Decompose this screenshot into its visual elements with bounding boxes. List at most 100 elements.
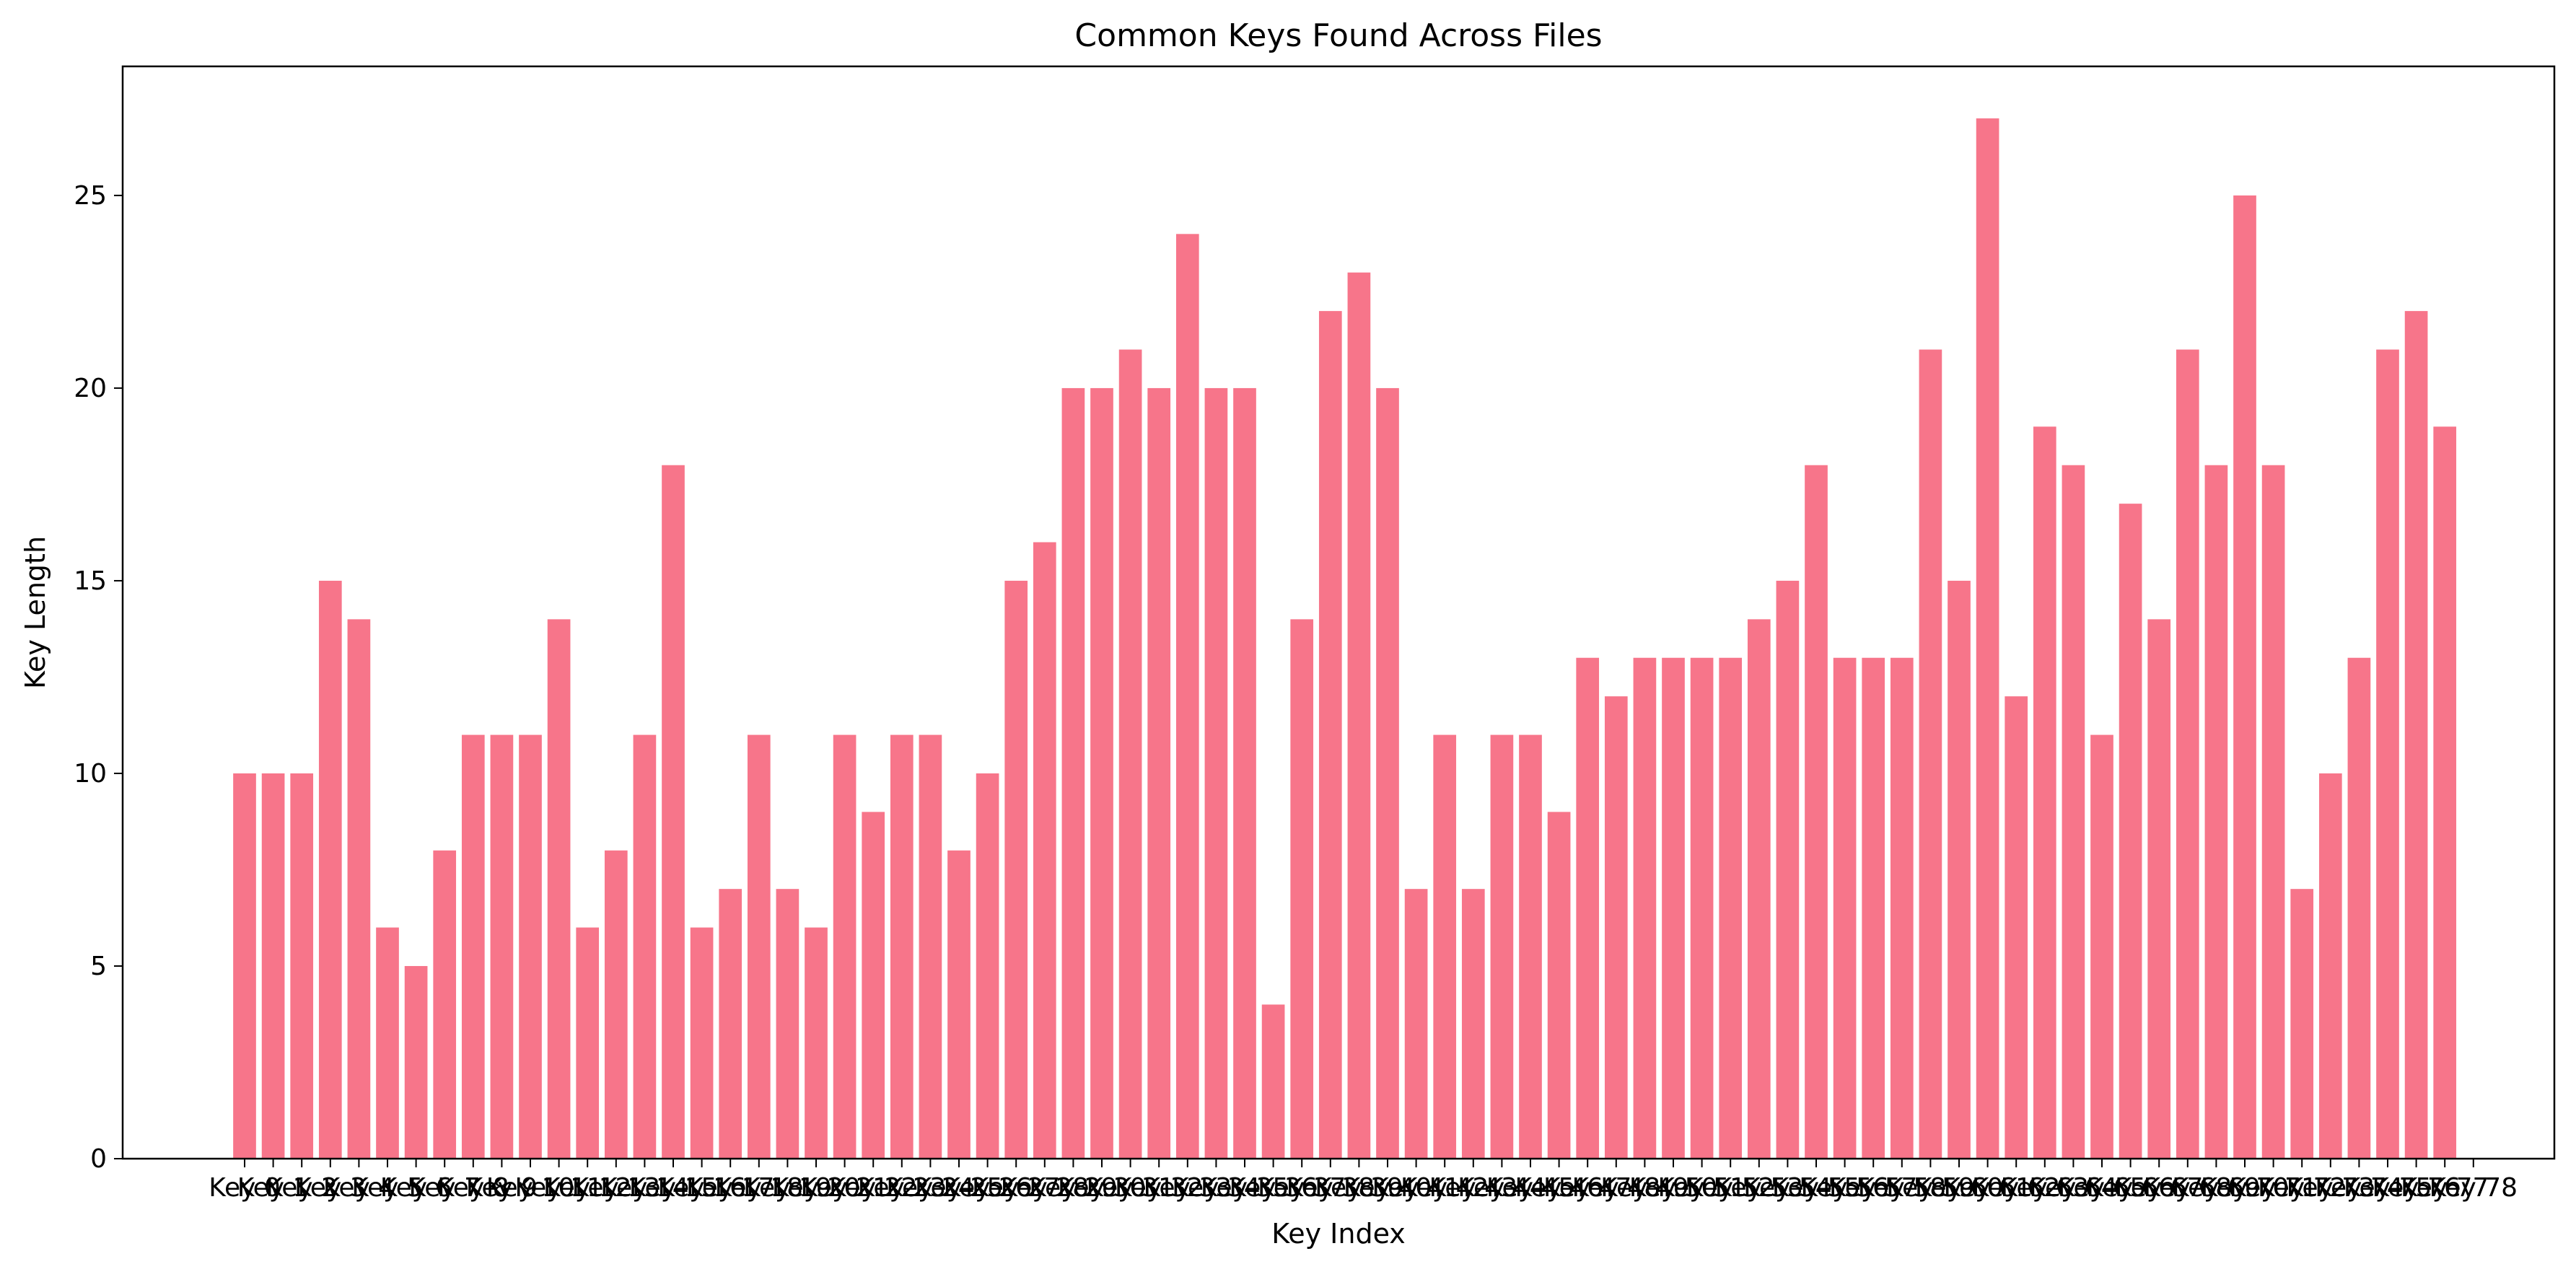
bar-32	[1147, 387, 1171, 1159]
bar-59	[1919, 349, 1942, 1159]
x-axis-label: Key Index	[1271, 1218, 1406, 1250]
x-tick-label-8: Key 8	[437, 1173, 509, 1203]
x-tick-label-77: Key 77	[2401, 1173, 2489, 1203]
x-tick-label-75: Key 75	[2344, 1173, 2432, 1203]
bar-44	[1490, 734, 1514, 1159]
x-tick-label-41: Key 41	[1372, 1173, 1460, 1203]
bar-22	[862, 812, 885, 1159]
y-tick-label-5: 25	[74, 181, 107, 211]
bar-9	[490, 734, 514, 1159]
x-tick-label-50: Key 50	[1629, 1173, 1718, 1203]
bar-35	[1233, 387, 1256, 1159]
x-tick-label-43: Key 43	[1429, 1173, 1518, 1203]
x-tick-label-72: Key 72	[2258, 1173, 2347, 1203]
x-tick-label-2: Key 2	[266, 1173, 338, 1203]
chart-title: Common Keys Found Across Files	[1074, 17, 1602, 54]
bar-19	[776, 889, 799, 1159]
x-tick-label-69: Key 69	[2172, 1173, 2261, 1203]
x-tick-label-46: Key 46	[1515, 1173, 1603, 1203]
x-tick-label-34: Key 34	[1172, 1173, 1261, 1203]
x-tick-label-7: Key 7	[408, 1173, 481, 1203]
x-tick-label-19: Key 19	[743, 1173, 832, 1203]
bar-54	[1776, 580, 1800, 1159]
x-tick-label-4: Key 4	[323, 1173, 395, 1203]
x-tick-label-29: Key 29	[1029, 1173, 1118, 1203]
plot-frame	[121, 65, 2556, 1160]
bar-73	[2318, 773, 2342, 1159]
bar-50	[1662, 657, 1685, 1159]
x-tick-label-13: Key 13	[572, 1173, 661, 1203]
x-tick-label-39: Key 39	[1315, 1173, 1403, 1203]
bar-70	[2233, 195, 2256, 1159]
x-tick-label-63: Key 63	[2001, 1173, 2090, 1203]
y-tick-label-2: 10	[74, 759, 107, 789]
x-tick-label-36: Key 36	[1229, 1173, 1318, 1203]
x-tick-label-14: Key 14	[600, 1173, 689, 1203]
bar-41	[1404, 889, 1428, 1159]
bar-49	[1633, 657, 1657, 1159]
bar-20	[805, 927, 828, 1159]
bar-33	[1175, 234, 1199, 1159]
x-tick-label-78: Key 78	[2430, 1173, 2518, 1203]
x-tick-label-35: Key 35	[1201, 1173, 1289, 1203]
bar-21	[833, 734, 857, 1159]
x-tick-label-71: Key 71	[2229, 1173, 2318, 1203]
x-tick-label-73: Key 73	[2287, 1173, 2375, 1203]
bar-71	[2261, 465, 2285, 1159]
x-tick-label-20: Key 20	[772, 1173, 861, 1203]
bar-15	[662, 465, 685, 1159]
bar-25	[947, 850, 971, 1159]
y-tick-label-0: 0	[90, 1144, 107, 1174]
x-tick-label-17: Key 17	[686, 1173, 775, 1203]
bar-31	[1118, 349, 1142, 1159]
x-tick-label-62: Key 62	[1972, 1173, 2061, 1203]
bar-18	[747, 734, 771, 1159]
bar-55	[1805, 465, 1828, 1159]
bar-67	[2147, 619, 2171, 1159]
x-tick-label-60: Key 60	[1915, 1173, 2004, 1203]
bar-34	[1204, 387, 1228, 1159]
bar-42	[1433, 734, 1457, 1159]
bar-64	[2062, 465, 2085, 1159]
x-tick-label-47: Key 47	[1543, 1173, 1632, 1203]
bar-43	[1461, 889, 1485, 1159]
bar-27	[1004, 580, 1028, 1159]
y-axis-ticks: 0 5 10 15 20 25	[74, 181, 123, 1174]
bar-3	[318, 580, 342, 1159]
x-tick-label-38: Key 38	[1287, 1173, 1375, 1203]
bar-39	[1347, 272, 1371, 1159]
bar-29	[1061, 387, 1085, 1159]
x-tick-label-66: Key 66	[2086, 1173, 2175, 1203]
x-tick-label-45: Key 45	[1486, 1173, 1575, 1203]
bar-77	[2433, 426, 2457, 1159]
x-tick-label-49: Key 49	[1600, 1173, 1689, 1203]
bars-group	[233, 118, 2457, 1159]
x-tick-label-74: Key 74	[2315, 1173, 2404, 1203]
x-tick-label-16: Key 16	[657, 1173, 746, 1203]
bar-69	[2204, 465, 2228, 1159]
x-tick-label-37: Key 37	[1258, 1173, 1346, 1203]
x-tick-label-5: Key 5	[351, 1173, 424, 1203]
x-tick-label-52: Key 52	[1686, 1173, 1775, 1203]
bar-74	[2347, 657, 2371, 1159]
x-tick-label-44: Key 44	[1458, 1173, 1546, 1203]
bar-6	[404, 965, 428, 1159]
x-tick-label-22: Key 22	[829, 1173, 918, 1203]
bar-56	[1833, 657, 1857, 1159]
x-tick-label-26: Key 26	[943, 1173, 1032, 1203]
bar-17	[719, 889, 742, 1159]
x-tick-label-53: Key 53	[1715, 1173, 1804, 1203]
bar-11	[547, 619, 571, 1159]
x-tick-label-11: Key 11	[514, 1173, 603, 1203]
y-tick-label-3: 15	[74, 566, 107, 596]
x-tick-label-23: Key 23	[858, 1173, 947, 1203]
x-tick-label-27: Key 27	[972, 1173, 1061, 1203]
x-tick-label-64: Key 64	[2029, 1173, 2118, 1203]
x-tick-label-57: Key 57	[1829, 1173, 1918, 1203]
bar-72	[2290, 889, 2314, 1159]
y-tick-label-4: 20	[74, 374, 107, 403]
x-tick-label-12: Key 12	[543, 1173, 632, 1203]
bar-16	[690, 927, 714, 1159]
